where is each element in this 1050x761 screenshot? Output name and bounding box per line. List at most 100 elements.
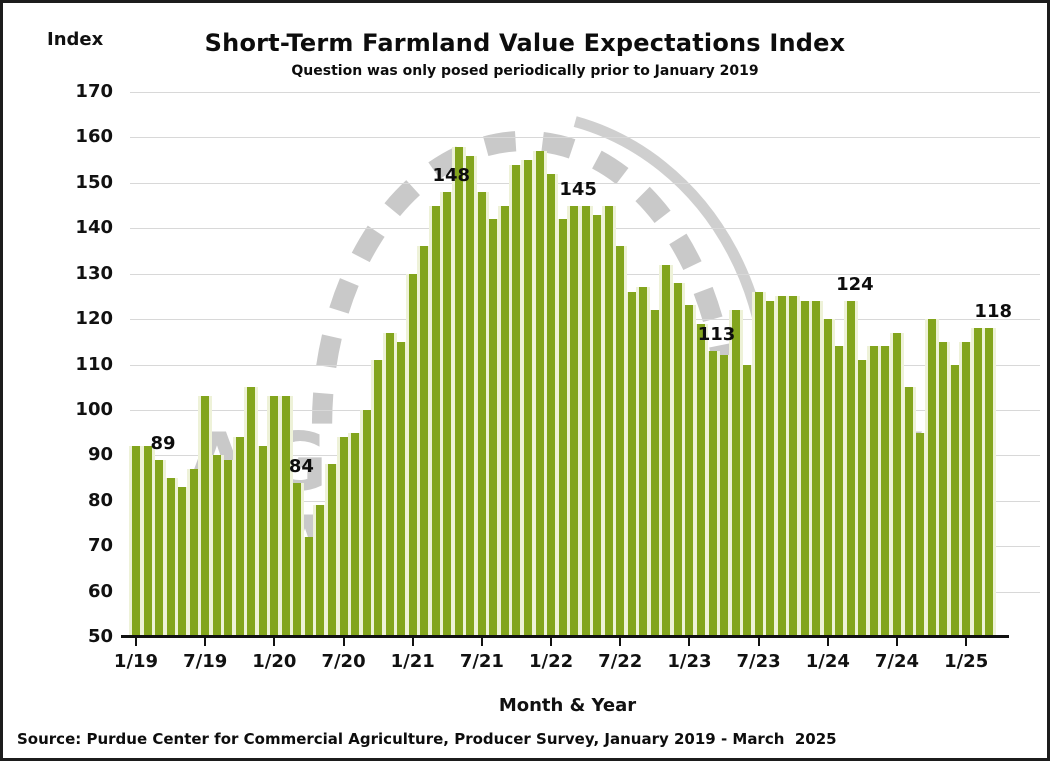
bar-10/24 bbox=[927, 319, 936, 636]
bar-12/22 bbox=[673, 282, 682, 636]
bar-3/20 bbox=[293, 482, 302, 636]
bar-8/21 bbox=[489, 219, 498, 636]
bar-1/19 bbox=[132, 446, 140, 636]
y-axis-title: Index bbox=[47, 29, 104, 50]
y-tick-label-130: 130 bbox=[75, 262, 113, 284]
x-tick-label-1/22: 1/22 bbox=[529, 651, 574, 672]
bar-8/19 bbox=[212, 455, 221, 636]
y-tick-label-110: 110 bbox=[75, 353, 113, 375]
data-label-3/24: 124 bbox=[836, 273, 874, 295]
y-tick-label-50: 50 bbox=[87, 626, 113, 647]
bar-7/19 bbox=[201, 396, 210, 636]
x-tick-label-7/24: 7/24 bbox=[874, 651, 920, 672]
bar-11/20 bbox=[385, 332, 394, 636]
bar-6/20 bbox=[328, 464, 336, 636]
bar-3/23 bbox=[708, 350, 717, 636]
bar-10/23 bbox=[789, 296, 798, 636]
y-tick-label-100: 100 bbox=[75, 398, 113, 420]
bar-6/24 bbox=[881, 346, 890, 636]
bar-5/22 bbox=[593, 214, 602, 636]
x-tick-1/23 bbox=[688, 638, 691, 646]
gridline-160 bbox=[130, 137, 1040, 139]
bar-9/24 bbox=[916, 432, 925, 636]
x-tick-1/20 bbox=[273, 638, 276, 646]
x-tick-label-7/19: 7/19 bbox=[183, 651, 228, 672]
data-label-3/19: 89 bbox=[150, 432, 176, 454]
bar-9/23 bbox=[777, 296, 786, 636]
bar-11/22 bbox=[662, 264, 671, 636]
bar-12/20 bbox=[397, 341, 406, 636]
bar-5/19 bbox=[178, 487, 187, 636]
plot-area: AG ECONOMY BAROMETER 1701601501401301201… bbox=[3, 3, 1047, 758]
bar-3/24 bbox=[846, 300, 855, 636]
y-tick-label-80: 80 bbox=[87, 489, 113, 511]
bar-2/20 bbox=[281, 396, 290, 636]
bar-4/21 bbox=[443, 191, 452, 636]
bar-2/25 bbox=[973, 328, 982, 636]
bar-5/23 bbox=[731, 310, 740, 636]
bar-1/20 bbox=[270, 396, 279, 636]
y-tick-label-160: 160 bbox=[75, 126, 113, 148]
x-tick-label-1/20: 1/20 bbox=[252, 651, 297, 672]
data-label-4/21: 148 bbox=[432, 164, 471, 186]
x-tick-7/23 bbox=[757, 638, 760, 646]
bar-12/19 bbox=[258, 446, 267, 636]
bar-2/22 bbox=[558, 219, 567, 636]
y-tick-label-140: 140 bbox=[75, 217, 113, 239]
bar-5/24 bbox=[869, 346, 878, 636]
x-tick-label-7/23: 7/23 bbox=[736, 651, 781, 672]
y-tick-label-70: 70 bbox=[87, 535, 113, 557]
bar-9/22 bbox=[639, 287, 648, 636]
x-tick-1/25 bbox=[965, 638, 968, 646]
bar-8/22 bbox=[627, 291, 636, 636]
data-label-3/23: 113 bbox=[697, 323, 736, 345]
bar-4/19 bbox=[166, 478, 175, 636]
bar-11/21 bbox=[524, 160, 533, 636]
bar-4/22 bbox=[581, 205, 590, 636]
bar-7/21 bbox=[477, 191, 486, 636]
chart-title: Short-Term Farmland Value Expectations I… bbox=[204, 29, 846, 57]
bar-4/23 bbox=[720, 355, 729, 636]
bar-2/19 bbox=[143, 446, 152, 636]
bar-7/24 bbox=[892, 332, 901, 636]
bar-12/24 bbox=[950, 364, 959, 636]
bar-3/25 bbox=[985, 328, 994, 636]
bar-5/20 bbox=[316, 505, 325, 636]
bar-9/19 bbox=[224, 459, 233, 636]
gridline-170 bbox=[130, 92, 1040, 93]
data-label-3/20: 84 bbox=[288, 455, 314, 477]
x-tick-label-7/22: 7/22 bbox=[598, 651, 643, 672]
bar-7/23 bbox=[754, 291, 763, 636]
bar-1/24 bbox=[823, 319, 832, 636]
y-tick-label-60: 60 bbox=[87, 580, 113, 602]
data-label-3/25: 118 bbox=[974, 301, 1012, 323]
bar-1/21 bbox=[408, 273, 417, 636]
bar-1/23 bbox=[685, 305, 694, 636]
bar-9/20 bbox=[362, 409, 371, 636]
bar-6/19 bbox=[189, 468, 198, 636]
bar-7/20 bbox=[339, 437, 348, 636]
x-tick-label-1/25: 1/25 bbox=[944, 651, 989, 672]
bar-6/21 bbox=[466, 155, 475, 636]
source-caption: Source: Purdue Center for Commercial Agr… bbox=[17, 730, 837, 748]
x-tick-7/20 bbox=[342, 638, 345, 646]
x-tick-label-1/24: 1/24 bbox=[805, 651, 850, 672]
x-tick-1/22 bbox=[550, 638, 553, 646]
x-tick-label-7/21: 7/21 bbox=[459, 651, 504, 672]
y-tick-label-150: 150 bbox=[75, 171, 113, 193]
bar-8/20 bbox=[351, 432, 360, 636]
bar-8/23 bbox=[766, 300, 775, 636]
bar-6/23 bbox=[743, 364, 752, 636]
bar-3/19 bbox=[155, 459, 164, 636]
bar-10/20 bbox=[374, 359, 383, 636]
bar-12/23 bbox=[812, 300, 821, 636]
bar-11/23 bbox=[800, 300, 809, 636]
bar-11/24 bbox=[939, 341, 948, 636]
y-tick-label-90: 90 bbox=[87, 444, 113, 466]
chart-subtitle: Question was only posed periodically pri… bbox=[291, 63, 759, 79]
x-tick-label-1/19: 1/19 bbox=[113, 651, 159, 672]
gridline-150 bbox=[130, 182, 1040, 184]
x-tick-7/21 bbox=[480, 638, 483, 646]
x-tick-7/22 bbox=[619, 638, 622, 646]
